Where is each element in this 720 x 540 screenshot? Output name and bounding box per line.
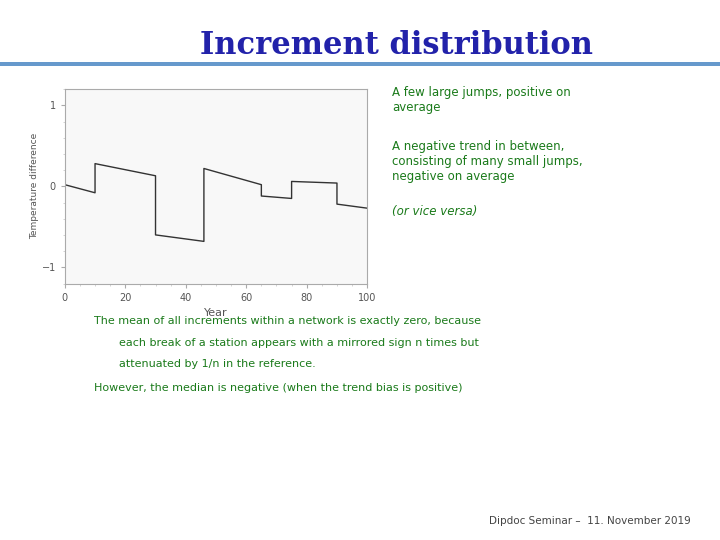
Text: each break of a station appears with a mirrored sign n times but: each break of a station appears with a m… xyxy=(119,338,479,348)
Text: The mean of all increments within a network is exactly zero, because: The mean of all increments within a netw… xyxy=(94,316,481,326)
Text: Increment distribution: Increment distribution xyxy=(199,30,593,60)
Text: A few large jumps, positive on
average: A few large jumps, positive on average xyxy=(392,86,571,114)
X-axis label: Year: Year xyxy=(204,308,228,318)
Text: attenuated by 1/n in the reference.: attenuated by 1/n in the reference. xyxy=(119,359,315,369)
Text: A negative trend in between,
consisting of many small jumps,
negative on average: A negative trend in between, consisting … xyxy=(392,140,583,184)
Text: However, the median is negative (when the trend bias is positive): However, the median is negative (when th… xyxy=(94,383,462,394)
Text: Dipdoc Seminar –  11. November 2019: Dipdoc Seminar – 11. November 2019 xyxy=(490,516,691,526)
Y-axis label: Temperature difference: Temperature difference xyxy=(30,133,39,239)
Text: (or vice versa): (or vice versa) xyxy=(392,205,478,218)
